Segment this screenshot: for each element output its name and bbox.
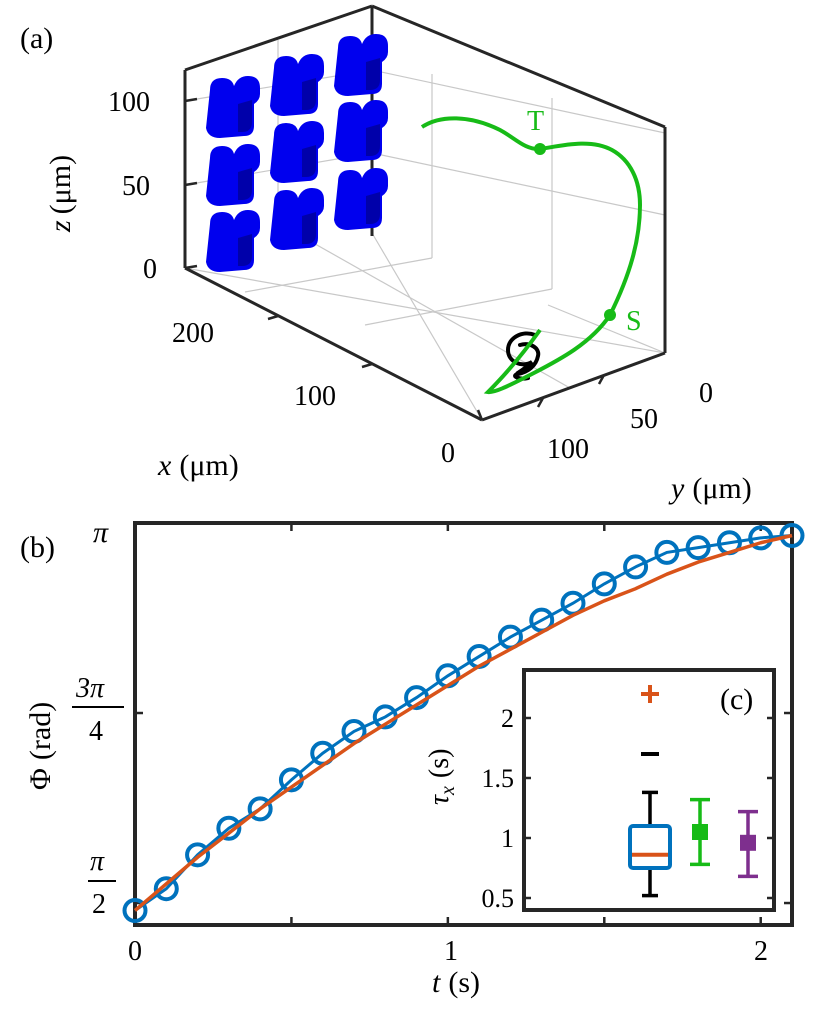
obstacle-shade	[366, 124, 380, 156]
errorbar-mean	[692, 824, 708, 840]
panel-a-label: (a)	[20, 22, 53, 55]
c-y-tick-label: 2	[501, 704, 514, 733]
obstacle-shade	[366, 192, 380, 224]
y-tick-pi: π	[93, 516, 109, 549]
measured-line	[134, 533, 793, 912]
obstacle-shade	[238, 168, 252, 200]
measured-point	[216, 815, 242, 841]
svg-text:4: 4	[89, 716, 103, 747]
obstacle-shade	[238, 234, 252, 266]
measured-point	[153, 876, 179, 902]
y-axis-label: y (μm)	[668, 472, 752, 505]
x-tick-label-2: 2	[754, 936, 768, 967]
panel-c: (c) τx(s) 0.5 1 1.5 2	[424, 668, 776, 913]
x-axis-label: x (μm)	[157, 449, 239, 482]
b-y-axis-label: Φ(rad)	[24, 702, 57, 790]
panel-c-tick-labels: 0.5 1 1.5 2	[482, 704, 515, 913]
measured-point	[591, 571, 617, 597]
svg-text:π: π	[90, 846, 105, 877]
x-tick-0: 0	[441, 438, 455, 469]
measured-point	[748, 525, 774, 551]
box-iqr	[628, 824, 672, 870]
measured-point	[122, 897, 148, 923]
svg-text:3π: 3π	[75, 673, 105, 704]
panel-b-label: (b)	[20, 531, 55, 564]
y-tick-3pi4: 3π 4	[72, 673, 124, 747]
obstacle-shade	[238, 100, 252, 132]
measured-point	[185, 842, 211, 868]
c-y-axis-label: τx(s)	[424, 749, 459, 805]
z-tick-100: 100	[108, 87, 150, 118]
obstacle-shade	[302, 78, 316, 110]
svg-text:2: 2	[92, 889, 106, 920]
measured-point	[654, 539, 680, 565]
obstacle-shade	[302, 145, 316, 177]
x-tick-100: 100	[294, 381, 336, 412]
trajectory	[420, 116, 643, 395]
c-y-tick-label: 0.5	[482, 884, 515, 913]
marker-s-label: S	[626, 306, 642, 337]
errorbar-mean	[740, 834, 756, 851]
fit-line	[133, 533, 793, 912]
y-tick-100: 100	[547, 434, 589, 465]
panel-b-series	[122, 522, 805, 923]
z-axis-label: z(μm)	[44, 155, 77, 233]
panel-b: (b) π 3π 4 π 2 0 1 2 t (s) Φ(rad)	[20, 516, 805, 999]
panel-c-frame	[522, 668, 776, 912]
x-tick-label-1: 1	[444, 936, 458, 967]
measured-point	[779, 522, 805, 548]
panel-c-label: (c)	[720, 683, 753, 716]
marker-s	[604, 309, 616, 321]
panel-b-frame	[133, 521, 794, 927]
obstacle-shade	[366, 58, 380, 90]
c-y-tick-label: 1	[501, 824, 514, 853]
c-y-tick-label: 1.5	[482, 764, 515, 793]
marker-t-label: T	[527, 106, 544, 137]
marker-t	[534, 143, 546, 155]
measured-point	[623, 554, 649, 580]
x-tick-200: 200	[172, 318, 214, 349]
obstacle-shade	[302, 212, 316, 244]
b-x-axis-label: t (s)	[432, 966, 480, 999]
obstacle-array	[206, 34, 388, 272]
z-tick-50: 50	[122, 171, 150, 202]
x-tick-label-0: 0	[128, 936, 142, 967]
panel-a: (a)	[20, 4, 752, 505]
y-tick-0: 0	[699, 378, 713, 409]
measured-point	[247, 796, 273, 822]
z-tick-0: 0	[143, 254, 157, 285]
y-tick-50: 50	[630, 404, 658, 435]
y-tick-pi2: π 2	[88, 846, 116, 920]
panel-c-content	[524, 685, 774, 900]
measured-point	[685, 535, 711, 561]
